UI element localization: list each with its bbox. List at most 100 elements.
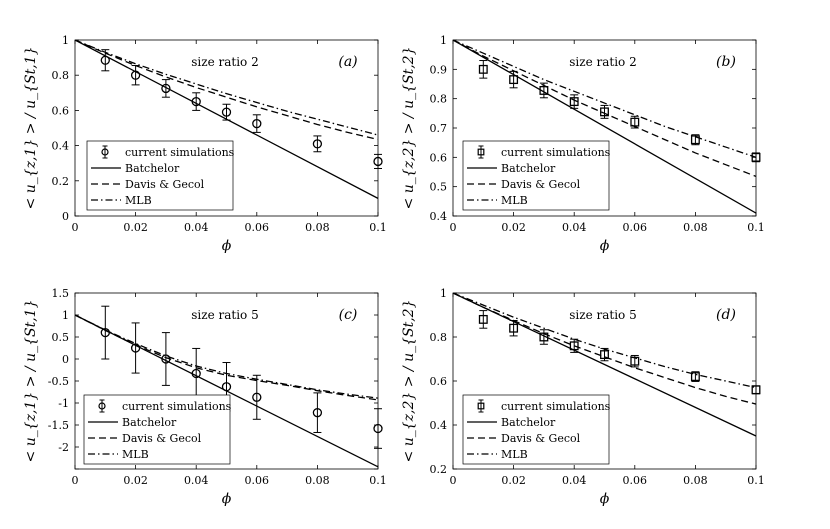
- data-point: [252, 392, 262, 402]
- series-line-dashed: [75, 40, 378, 141]
- data-point: [221, 107, 232, 117]
- x-tick-label: 0.06: [245, 221, 270, 234]
- data-point: [161, 83, 171, 94]
- panel-a: 0 0.02 0.04 0.06 0.08 0.1 0 0.2 0.4 0.6 0.8 1 ϕ < u_{…: [23, 34, 387, 254]
- legend-box: [462, 394, 610, 465]
- panel-tag: (b): [716, 54, 736, 70]
- legend-label: Davis & Gecol: [501, 178, 581, 191]
- x-tick-label: 0: [450, 221, 457, 234]
- data-point: [509, 323, 519, 333]
- x-tick-label: 0.02: [501, 474, 526, 487]
- y-axis-label: < u_{z,1} > / u_{St,1}: [23, 300, 39, 463]
- data-point: [130, 343, 141, 353]
- x-tick-label: 0.1: [369, 474, 387, 487]
- x-axis-label: ϕ: [600, 238, 610, 254]
- legend-label: Batchelor: [125, 162, 180, 175]
- size-ratio-annotation: size ratio 5: [569, 308, 636, 322]
- size-ratio-annotation: size ratio 5: [191, 308, 258, 322]
- x-tick-label: 0: [450, 474, 457, 487]
- series-markers: [478, 310, 761, 395]
- x-tick-label: 0.08: [305, 474, 330, 487]
- x-tick-label: 0.08: [683, 221, 708, 234]
- legend-label: MLB: [122, 448, 149, 461]
- legend-marker: [98, 402, 106, 410]
- y-tick-label: 0.8: [52, 69, 70, 82]
- legend-marker: [477, 148, 485, 156]
- x-tick-label: 0.02: [501, 221, 526, 234]
- x-tick-label: 0.1: [747, 474, 765, 487]
- legend-marker: [101, 148, 109, 156]
- y-tick-label: 0: [62, 210, 69, 223]
- x-tick-label: 0.1: [747, 221, 765, 234]
- x-tick-label: 0.06: [623, 221, 648, 234]
- panel-tag: (c): [339, 307, 358, 323]
- data-point: [509, 75, 519, 85]
- panel-b: 0 0.02 0.04 0.06 0.08 0.1 0.4 0.5 0.6 0.7 0.8 0.9 1 ϕ…: [401, 34, 765, 254]
- x-tick-label: 0.04: [184, 221, 209, 234]
- data-point: [312, 139, 323, 149]
- legend: current simulations Batchelor Davis & Geco…: [86, 140, 235, 211]
- x-tick-label: 0.08: [683, 474, 708, 487]
- legend-label: MLB: [501, 194, 528, 207]
- panel-d: 0 0.02 0.04 0.06 0.08 0.1 0.2 0.4 0.6 0.8 1 ϕ < u_{z…: [401, 287, 765, 507]
- series-line-dashdot: [75, 40, 378, 136]
- data-point: [373, 156, 383, 167]
- y-tick-label: -0.5: [48, 375, 69, 388]
- data-point: [252, 118, 262, 129]
- legend-label: Batchelor: [501, 416, 556, 429]
- legend: current simulations Batchelor Davis & Geco…: [83, 394, 232, 465]
- y-axis-label: < u_{z,1} > / u_{St,1}: [23, 47, 39, 210]
- series-markers: [100, 49, 383, 169]
- y-tick-label: 1: [440, 34, 447, 47]
- x-tick-label: 0: [72, 474, 79, 487]
- data-point: [161, 354, 171, 364]
- y-tick-label: 1: [62, 309, 69, 322]
- x-tick-label: 0.04: [562, 474, 587, 487]
- size-ratio-annotation: size ratio 2: [569, 55, 636, 69]
- x-tick-label: 0.04: [562, 221, 587, 234]
- data-point: [751, 385, 761, 395]
- y-tick-label: 1: [440, 287, 447, 300]
- legend-label: current simulations: [501, 400, 611, 413]
- y-axis-label: < u_{z,2} > / u_{St,2}: [401, 300, 417, 463]
- series-line-dashed: [75, 314, 378, 401]
- x-tick-label: 0.04: [184, 474, 209, 487]
- data-point: [690, 372, 700, 382]
- panel-c: 0 0.02 0.04 0.06 0.08 0.1 -2 -1.5 -1 -0.5 0 0.5 1 1.5…: [23, 287, 387, 507]
- y-tick-label: -1: [58, 397, 69, 410]
- x-tick-label: 0.02: [123, 474, 148, 487]
- data-point: [221, 382, 232, 392]
- data-point: [191, 96, 201, 107]
- y-tick-label: 0.5: [430, 181, 448, 194]
- legend-label: MLB: [125, 194, 152, 207]
- data-point: [630, 356, 640, 366]
- y-tick-label: 0.2: [52, 175, 70, 188]
- data-point: [312, 408, 323, 418]
- size-ratio-annotation: size ratio 2: [191, 55, 258, 69]
- data-point: [690, 135, 700, 145]
- data-point: [478, 64, 488, 74]
- data-point: [600, 350, 609, 360]
- data-point: [630, 117, 640, 127]
- legend-label: Davis & Gecol: [122, 432, 202, 445]
- panel-tag: (a): [338, 54, 357, 70]
- legend-marker: [477, 402, 485, 410]
- data-point: [100, 327, 110, 338]
- data-point: [569, 341, 579, 351]
- x-axis-label: ϕ: [600, 491, 610, 507]
- data-point: [751, 152, 761, 162]
- series-markers: [478, 60, 761, 163]
- legend: current simulations Batchelor Davis & Geco…: [462, 394, 611, 465]
- data-point: [130, 70, 141, 80]
- series-line-dashdot: [453, 40, 756, 158]
- y-tick-label: -1.5: [48, 419, 69, 432]
- legend-label: Batchelor: [122, 416, 177, 429]
- series-line-dashed: [453, 293, 756, 405]
- legend-label: current simulations: [122, 400, 232, 413]
- y-tick-label: 0.4: [430, 419, 448, 432]
- legend-label: current simulations: [125, 146, 235, 159]
- y-tick-label: 0.8: [430, 331, 448, 344]
- legend-label: Davis & Gecol: [125, 178, 205, 191]
- y-tick-label: 0: [62, 353, 69, 366]
